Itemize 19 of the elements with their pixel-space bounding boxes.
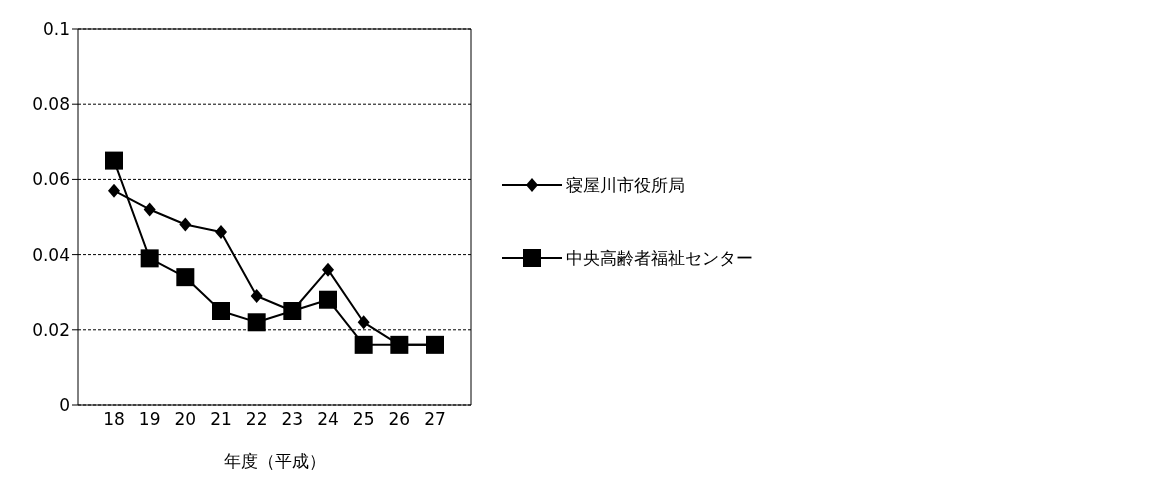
legend-label: 寝屋川市役所局 [566,173,685,197]
legend-label: 中央高齢者福祉センター [566,246,753,270]
y-tick-label: 0.02 [32,319,70,340]
x-tick-label: 22 [245,409,268,430]
x-tick-label: 25 [352,409,375,430]
x-tick-label: 23 [281,409,304,430]
x-tick-label: 27 [424,409,446,430]
y-tick-label: 0 [59,395,70,416]
x-tick-label: 20 [174,409,197,430]
x-tick-label: 21 [210,409,232,430]
y-tick-label: 0.04 [32,244,70,265]
x-tick-label: 24 [317,409,339,430]
x-tick-label: 26 [388,409,411,430]
x-tick-label: 18 [103,409,125,430]
x-axis-title: 年度（平成） [223,451,326,471]
y-tick-label: 0.06 [32,169,70,190]
y-tick-label: 0.08 [32,94,70,115]
y-tick-label: 0.1 [42,19,70,40]
x-tick-label: 19 [138,409,161,430]
